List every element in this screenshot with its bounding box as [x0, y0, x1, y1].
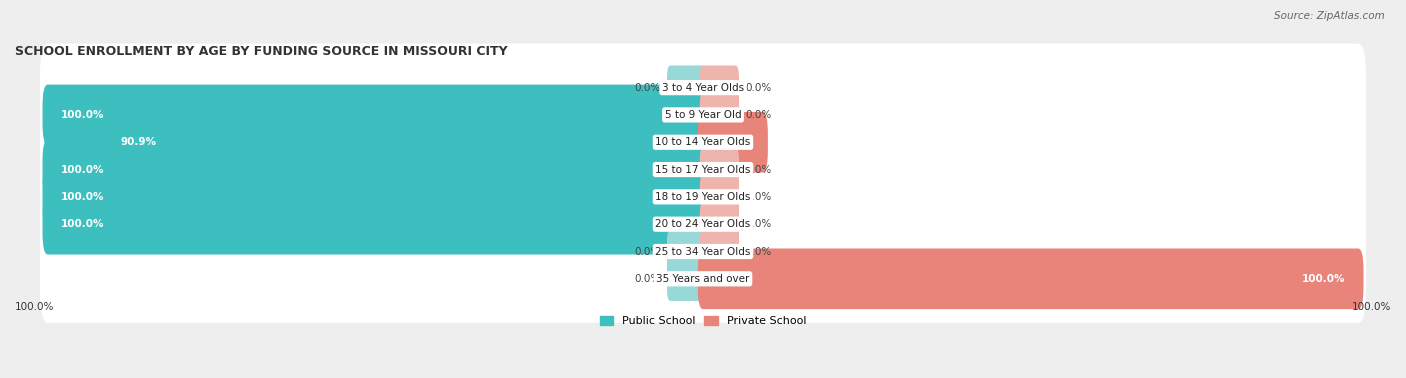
Text: 18 to 19 Year Olds: 18 to 19 Year Olds: [655, 192, 751, 202]
Text: 0.0%: 0.0%: [745, 192, 772, 202]
FancyBboxPatch shape: [39, 71, 1367, 159]
Text: 100.0%: 100.0%: [1351, 302, 1391, 312]
Text: 100.0%: 100.0%: [60, 192, 104, 202]
FancyBboxPatch shape: [666, 65, 706, 110]
Text: 0.0%: 0.0%: [634, 274, 661, 284]
Text: 100.0%: 100.0%: [15, 302, 55, 312]
Text: 100.0%: 100.0%: [60, 219, 104, 229]
FancyBboxPatch shape: [39, 180, 1367, 268]
FancyBboxPatch shape: [103, 112, 709, 173]
FancyBboxPatch shape: [697, 112, 768, 173]
Text: 3 to 4 Year Olds: 3 to 4 Year Olds: [662, 83, 744, 93]
FancyBboxPatch shape: [700, 229, 740, 274]
FancyBboxPatch shape: [39, 235, 1367, 323]
Text: 15 to 17 Year Olds: 15 to 17 Year Olds: [655, 164, 751, 175]
FancyBboxPatch shape: [39, 43, 1367, 132]
Text: 100.0%: 100.0%: [1302, 274, 1346, 284]
FancyBboxPatch shape: [39, 153, 1367, 241]
FancyBboxPatch shape: [42, 167, 709, 227]
FancyBboxPatch shape: [42, 85, 709, 145]
FancyBboxPatch shape: [700, 147, 740, 192]
FancyBboxPatch shape: [697, 248, 1364, 309]
Legend: Public School, Private School: Public School, Private School: [595, 311, 811, 331]
Text: 5 to 9 Year Old: 5 to 9 Year Old: [665, 110, 741, 120]
FancyBboxPatch shape: [39, 125, 1367, 214]
FancyBboxPatch shape: [666, 257, 706, 301]
Text: 9.1%: 9.1%: [721, 137, 749, 147]
FancyBboxPatch shape: [700, 175, 740, 219]
FancyBboxPatch shape: [700, 93, 740, 137]
Text: 20 to 24 Year Olds: 20 to 24 Year Olds: [655, 219, 751, 229]
Text: 100.0%: 100.0%: [60, 164, 104, 175]
FancyBboxPatch shape: [700, 202, 740, 246]
Text: 0.0%: 0.0%: [745, 110, 772, 120]
Text: 0.0%: 0.0%: [745, 164, 772, 175]
FancyBboxPatch shape: [42, 194, 709, 254]
Text: 25 to 34 Year Olds: 25 to 34 Year Olds: [655, 246, 751, 257]
Text: 0.0%: 0.0%: [634, 246, 661, 257]
Text: 0.0%: 0.0%: [745, 246, 772, 257]
FancyBboxPatch shape: [666, 229, 706, 274]
Text: 90.9%: 90.9%: [121, 137, 156, 147]
FancyBboxPatch shape: [700, 65, 740, 110]
Text: 35 Years and over: 35 Years and over: [657, 274, 749, 284]
FancyBboxPatch shape: [39, 208, 1367, 296]
FancyBboxPatch shape: [42, 139, 709, 200]
Text: 0.0%: 0.0%: [745, 219, 772, 229]
Text: Source: ZipAtlas.com: Source: ZipAtlas.com: [1274, 11, 1385, 21]
Text: 10 to 14 Year Olds: 10 to 14 Year Olds: [655, 137, 751, 147]
FancyBboxPatch shape: [39, 98, 1367, 186]
Text: 0.0%: 0.0%: [634, 83, 661, 93]
Text: 100.0%: 100.0%: [60, 110, 104, 120]
Text: 0.0%: 0.0%: [745, 83, 772, 93]
Text: SCHOOL ENROLLMENT BY AGE BY FUNDING SOURCE IN MISSOURI CITY: SCHOOL ENROLLMENT BY AGE BY FUNDING SOUR…: [15, 45, 508, 58]
